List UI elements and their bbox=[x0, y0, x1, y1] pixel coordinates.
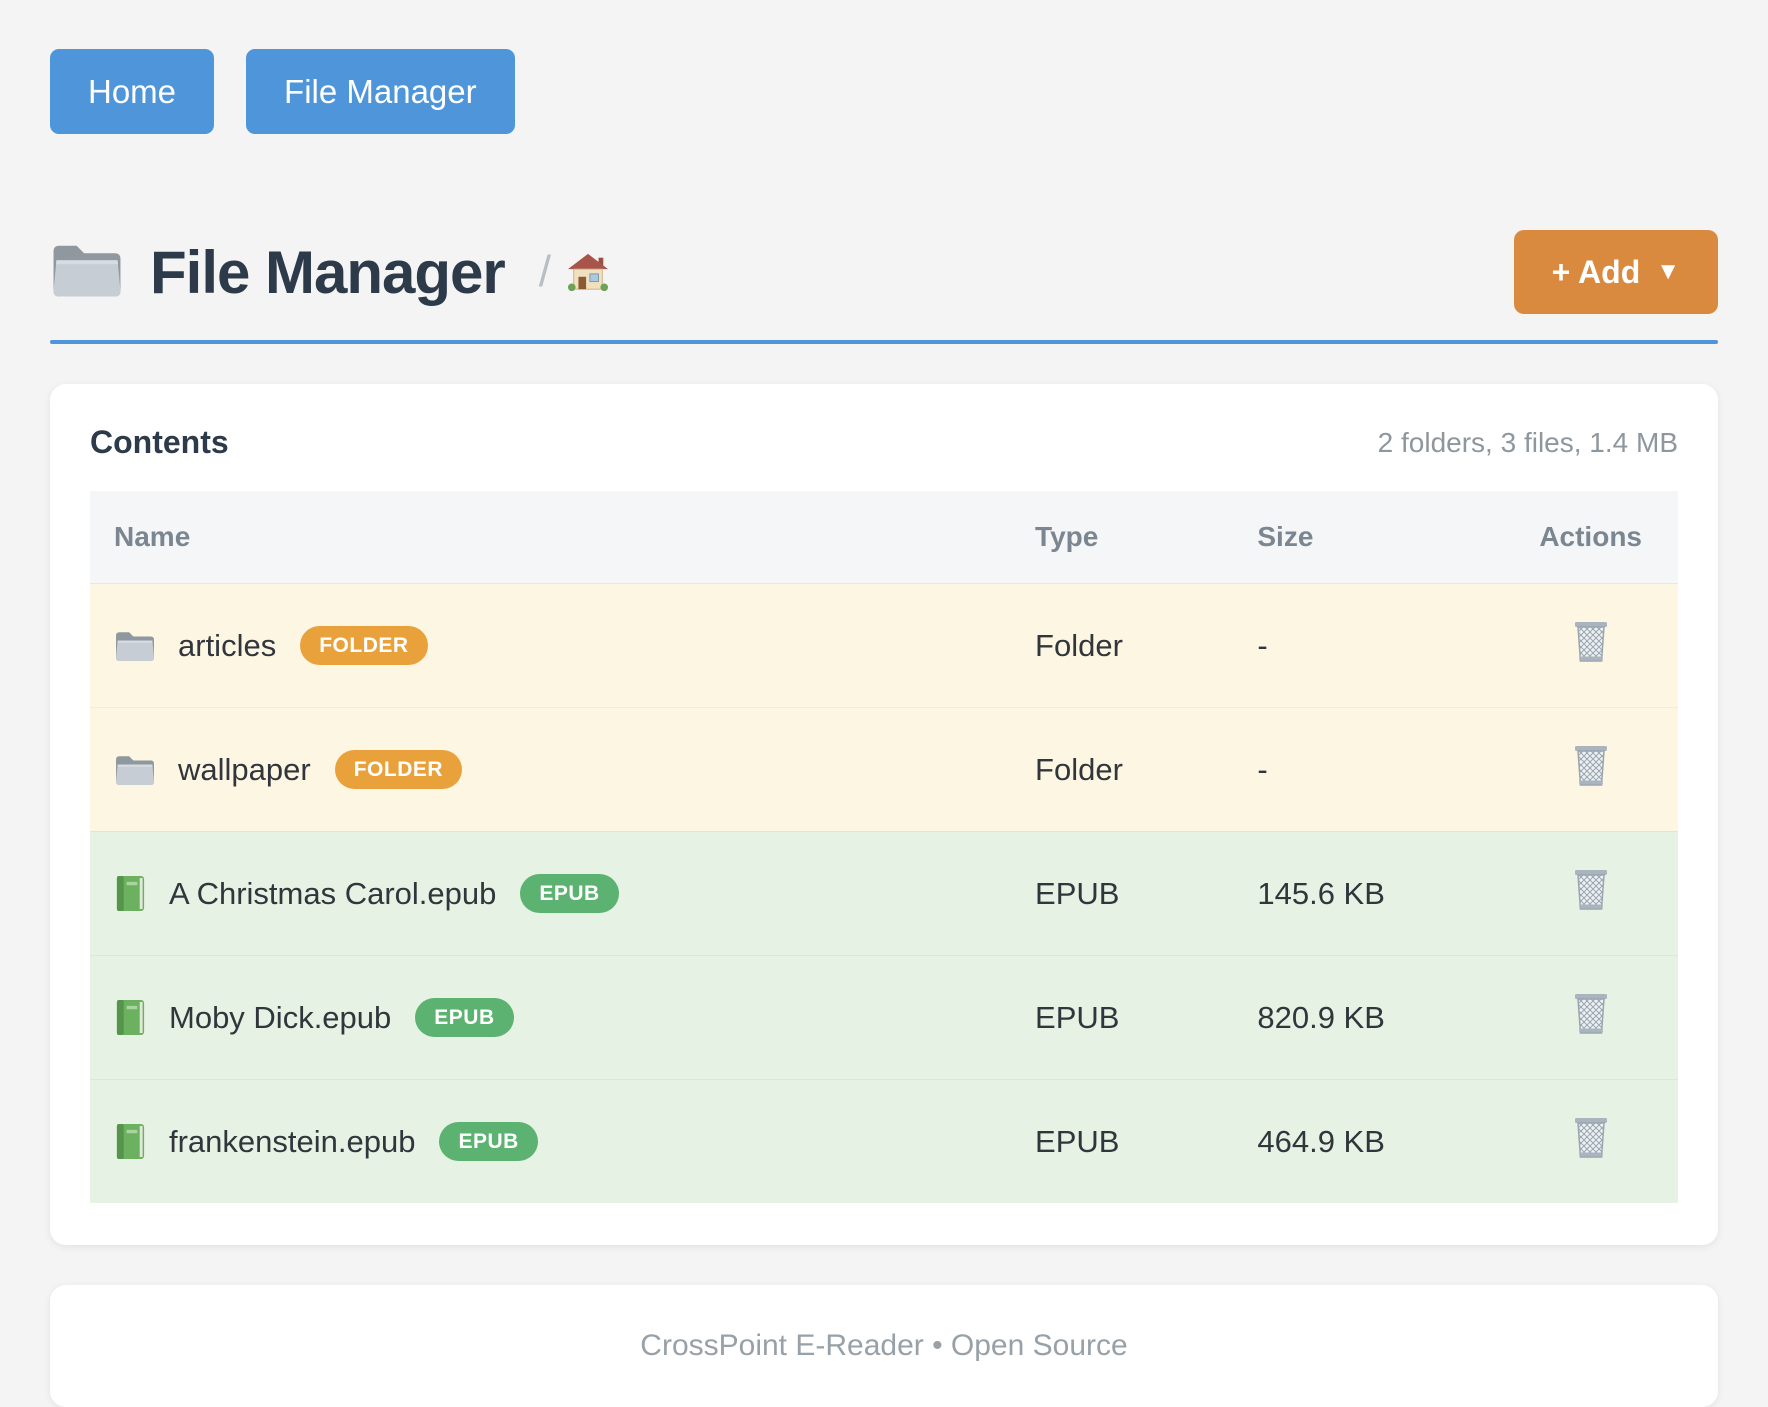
column-header-size: Size bbox=[1233, 491, 1504, 583]
top-nav: Home File Manager bbox=[50, 49, 1718, 134]
delete-button[interactable] bbox=[1572, 868, 1610, 911]
add-button[interactable]: + Add ▼ bbox=[1513, 230, 1718, 314]
breadcrumb-separator: / bbox=[538, 247, 552, 296]
type-cell: Folder bbox=[1011, 583, 1234, 707]
folder-icon bbox=[50, 240, 124, 305]
page-header: File Manager / + Add ▼ bbox=[50, 230, 1718, 314]
column-header-type: Type bbox=[1011, 491, 1234, 583]
trash-icon bbox=[1572, 1118, 1610, 1162]
contents-card-header: Contents 2 folders, 3 files, 1.4 MB bbox=[90, 424, 1678, 461]
page-title: File Manager bbox=[150, 238, 506, 306]
column-header-name: Name bbox=[90, 491, 1012, 583]
trash-icon bbox=[1572, 994, 1610, 1038]
file-name-link[interactable]: frankenstein.epub bbox=[169, 1123, 416, 1159]
type-badge: EPUB bbox=[520, 874, 619, 913]
table-row: A Christmas Carol.epub EPUB EPUB 145.6 K… bbox=[90, 831, 1678, 955]
delete-button[interactable] bbox=[1572, 1116, 1610, 1159]
trash-icon bbox=[1572, 870, 1610, 914]
type-badge: EPUB bbox=[439, 1122, 538, 1161]
type-cell: EPUB bbox=[1011, 831, 1234, 955]
file-name-link[interactable]: articles bbox=[178, 627, 277, 663]
trash-icon bbox=[1572, 746, 1610, 790]
add-button-label: + Add bbox=[1551, 254, 1641, 290]
chevron-down-icon: ▼ bbox=[1656, 258, 1680, 285]
file-name-link[interactable]: A Christmas Carol.epub bbox=[169, 875, 497, 911]
delete-button[interactable] bbox=[1572, 620, 1610, 663]
file-type-icon bbox=[114, 1122, 147, 1161]
type-cell: Folder bbox=[1011, 707, 1234, 831]
file-name-link[interactable]: Moby Dick.epub bbox=[169, 999, 392, 1035]
footer-text: CrossPoint E-Reader • Open Source bbox=[640, 1329, 1128, 1362]
file-type-icon bbox=[114, 998, 147, 1037]
file-name-link[interactable]: wallpaper bbox=[178, 751, 311, 787]
size-cell: - bbox=[1233, 707, 1504, 831]
contents-card: Contents 2 folders, 3 files, 1.4 MB Name… bbox=[50, 384, 1718, 1245]
file-type-icon bbox=[114, 629, 156, 663]
footer-card: CrossPoint E-Reader • Open Source bbox=[50, 1285, 1718, 1407]
file-table: Name Type Size Actions bbox=[90, 491, 1678, 1203]
house-icon[interactable] bbox=[567, 252, 609, 292]
table-row: articles FOLDER Folder - bbox=[90, 583, 1678, 707]
contents-heading: Contents bbox=[90, 424, 229, 460]
contents-summary: 2 folders, 3 files, 1.4 MB bbox=[1377, 426, 1678, 458]
size-cell: 145.6 KB bbox=[1233, 831, 1504, 955]
delete-button[interactable] bbox=[1572, 744, 1610, 787]
size-cell: - bbox=[1233, 583, 1504, 707]
delete-button[interactable] bbox=[1572, 992, 1610, 1035]
table-row: wallpaper FOLDER Folder - bbox=[90, 707, 1678, 831]
type-cell: EPUB bbox=[1011, 955, 1234, 1079]
size-cell: 464.9 KB bbox=[1233, 1079, 1504, 1203]
title-divider bbox=[50, 340, 1718, 344]
file-type-icon bbox=[114, 874, 147, 913]
table-row: Moby Dick.epub EPUB EPUB 820.9 KB bbox=[90, 955, 1678, 1079]
file-type-icon bbox=[114, 753, 156, 787]
type-cell: EPUB bbox=[1011, 1079, 1234, 1203]
nav-file-manager-button[interactable]: File Manager bbox=[246, 49, 515, 134]
type-badge: FOLDER bbox=[300, 626, 428, 665]
trash-icon bbox=[1572, 622, 1610, 666]
table-row: frankenstein.epub EPUB EPUB 464.9 KB bbox=[90, 1079, 1678, 1203]
type-badge: FOLDER bbox=[334, 750, 463, 789]
table-header-row: Name Type Size Actions bbox=[90, 491, 1678, 583]
type-badge: EPUB bbox=[415, 998, 514, 1037]
size-cell: 820.9 KB bbox=[1233, 955, 1504, 1079]
nav-home-button[interactable]: Home bbox=[50, 49, 215, 134]
column-header-actions: Actions bbox=[1503, 491, 1678, 583]
